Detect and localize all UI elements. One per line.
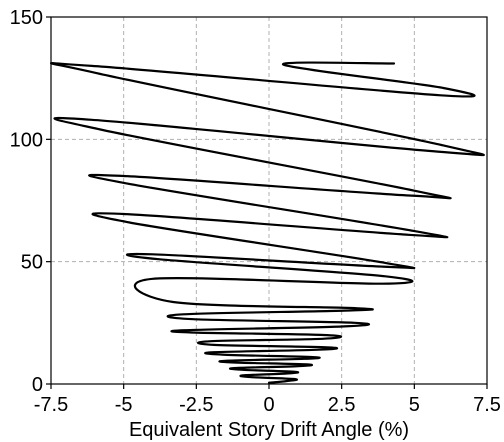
tick-marks [46, 16, 488, 389]
x-tick-label: 2.5 [328, 394, 356, 416]
x-tick-label: -5 [115, 394, 133, 416]
x-tick-label: -2.5 [179, 394, 213, 416]
series-layer [50, 61, 485, 384]
x-tick-label: -7.5 [34, 394, 68, 416]
x-tick-labels: -7.5 -5 -2.5 0 2.5 5 7.5 [34, 394, 501, 416]
y-tick-label: 100 [10, 129, 43, 151]
x-tick-label: 0 [263, 394, 274, 416]
y-tick-labels: 0 50 100 150 [10, 7, 43, 396]
y-tick-label: 150 [10, 7, 43, 29]
x-axis-label: Equivalent Story Drift Angle (%) [129, 419, 409, 441]
grid-lines [51, 17, 487, 384]
x-tick-label: 7.5 [473, 394, 501, 416]
y-tick-label: 0 [32, 374, 43, 396]
y-tick-label: 50 [21, 252, 43, 274]
x-tick-label: 5 [409, 394, 420, 416]
series-line [50, 61, 485, 384]
